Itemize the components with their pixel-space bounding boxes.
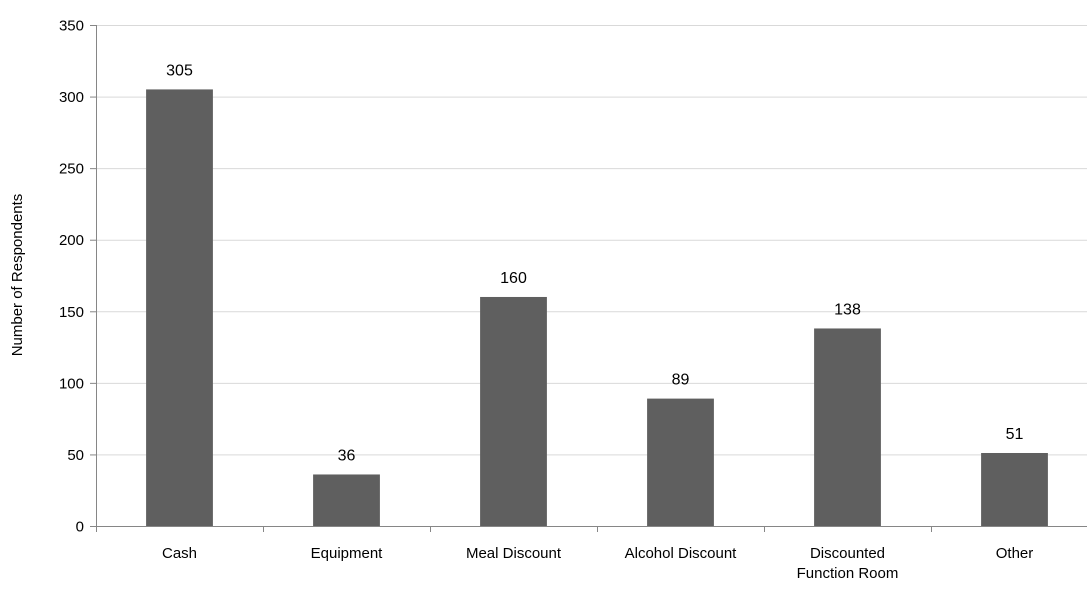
data-label-5: 51 [1006, 426, 1024, 443]
category-label-line: Cash [162, 545, 197, 562]
y-tick-label: 0 [76, 519, 84, 536]
bar-4 [814, 328, 881, 526]
category-label-4: Discounted Function Room [797, 545, 899, 582]
axis-layer [90, 25, 1087, 532]
category-label-line: Alcohol Discount [625, 545, 738, 562]
category-label-1: Equipment [311, 545, 384, 562]
category-label-line: Equipment [311, 545, 384, 562]
bar-2 [480, 297, 547, 526]
category-label-5: Other [996, 545, 1034, 562]
y-tick-label: 200 [59, 232, 84, 249]
bar-5 [981, 453, 1048, 526]
data-label-3: 89 [672, 372, 690, 389]
y-axis-title: Number of Respondents [9, 194, 26, 357]
category-label-line: Other [996, 545, 1034, 562]
category-label-line: Function Room [797, 565, 899, 582]
y-tick-label: 150 [59, 304, 84, 321]
bar-1 [313, 474, 380, 526]
y-tick-label: 50 [67, 447, 84, 464]
category-label-3: Alcohol Discount [625, 545, 738, 562]
category-label-line: Discounted [810, 545, 885, 562]
category-label-2: Meal Discount [466, 545, 562, 562]
category-label-0: Cash [162, 545, 197, 562]
bar-3 [647, 399, 714, 526]
grid-layer [96, 26, 1087, 455]
data-label-0: 305 [166, 62, 193, 79]
category-label-line: Meal Discount [466, 545, 562, 562]
data-label-4: 138 [834, 301, 861, 318]
y-tick-label: 100 [59, 375, 84, 392]
y-tick-label: 350 [59, 18, 84, 35]
y-tick-label: 300 [59, 89, 84, 106]
data-label-2: 160 [500, 270, 527, 287]
bar-0 [146, 89, 213, 526]
bars-layer [146, 89, 1048, 526]
y-tick-label: 250 [59, 161, 84, 178]
data-label-1: 36 [338, 447, 356, 464]
